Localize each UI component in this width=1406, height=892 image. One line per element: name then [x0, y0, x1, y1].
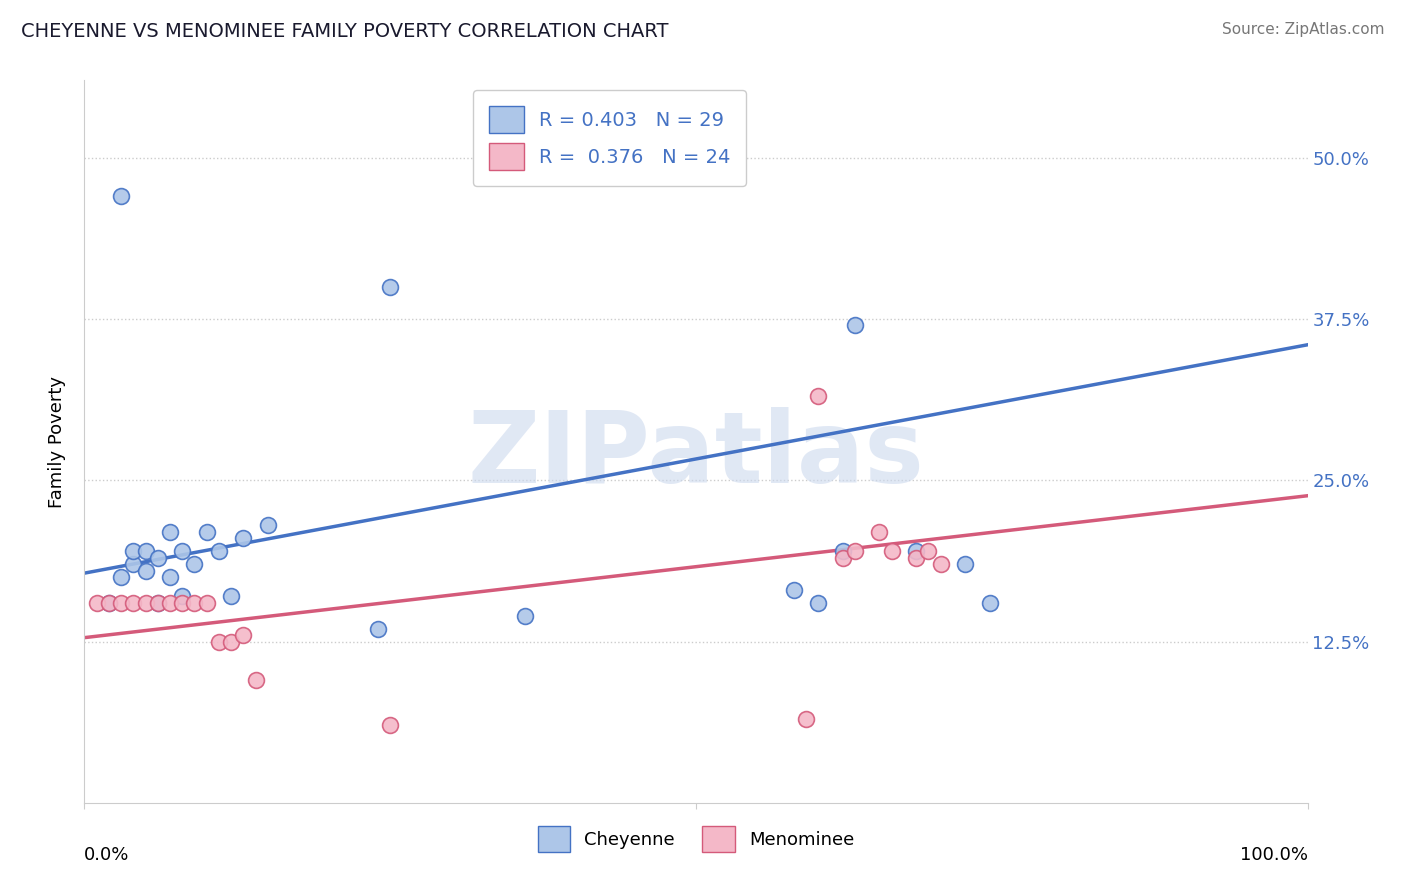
- Point: [110, 570, 132, 584]
- Point: [844, 544, 866, 558]
- Point: [953, 557, 976, 571]
- Point: [159, 596, 181, 610]
- Text: CHEYENNE VS MENOMINEE FAMILY POVERTY CORRELATION CHART: CHEYENNE VS MENOMINEE FAMILY POVERTY COR…: [21, 22, 669, 41]
- Point: [86, 596, 108, 610]
- Point: [380, 279, 402, 293]
- Point: [367, 622, 389, 636]
- Point: [880, 544, 903, 558]
- Point: [831, 550, 853, 565]
- Point: [380, 718, 402, 732]
- Point: [110, 189, 132, 203]
- Point: [208, 634, 231, 648]
- Point: [844, 318, 866, 333]
- Point: [783, 582, 806, 597]
- Point: [97, 596, 120, 610]
- Point: [172, 590, 194, 604]
- Point: [245, 673, 267, 688]
- Point: [807, 389, 830, 403]
- Point: [172, 596, 194, 610]
- Point: [122, 544, 145, 558]
- Point: [905, 550, 928, 565]
- Point: [807, 596, 830, 610]
- Point: [232, 628, 254, 642]
- Point: [146, 596, 169, 610]
- Point: [135, 564, 157, 578]
- Point: [195, 524, 218, 539]
- Point: [232, 531, 254, 545]
- Point: [146, 550, 169, 565]
- Point: [110, 596, 132, 610]
- Text: 0.0%: 0.0%: [84, 847, 129, 864]
- Point: [172, 544, 194, 558]
- Point: [183, 557, 205, 571]
- Point: [794, 712, 817, 726]
- Point: [159, 524, 181, 539]
- Text: 100.0%: 100.0%: [1240, 847, 1308, 864]
- Point: [122, 557, 145, 571]
- Point: [97, 596, 120, 610]
- Text: ZIPatlas: ZIPatlas: [468, 408, 924, 505]
- Point: [159, 570, 181, 584]
- Point: [146, 596, 169, 610]
- Point: [135, 596, 157, 610]
- Point: [905, 544, 928, 558]
- Point: [869, 524, 891, 539]
- Point: [513, 608, 536, 623]
- Point: [929, 557, 952, 571]
- Y-axis label: Family Poverty: Family Poverty: [48, 376, 66, 508]
- Point: [183, 596, 205, 610]
- Text: Source: ZipAtlas.com: Source: ZipAtlas.com: [1222, 22, 1385, 37]
- Point: [917, 544, 939, 558]
- Point: [257, 518, 280, 533]
- Point: [979, 596, 1001, 610]
- Point: [195, 596, 218, 610]
- Point: [122, 596, 145, 610]
- Point: [135, 544, 157, 558]
- Legend: Cheyenne, Menominee: Cheyenne, Menominee: [530, 819, 862, 859]
- Point: [831, 544, 853, 558]
- Point: [208, 544, 231, 558]
- Point: [219, 590, 242, 604]
- Point: [219, 634, 242, 648]
